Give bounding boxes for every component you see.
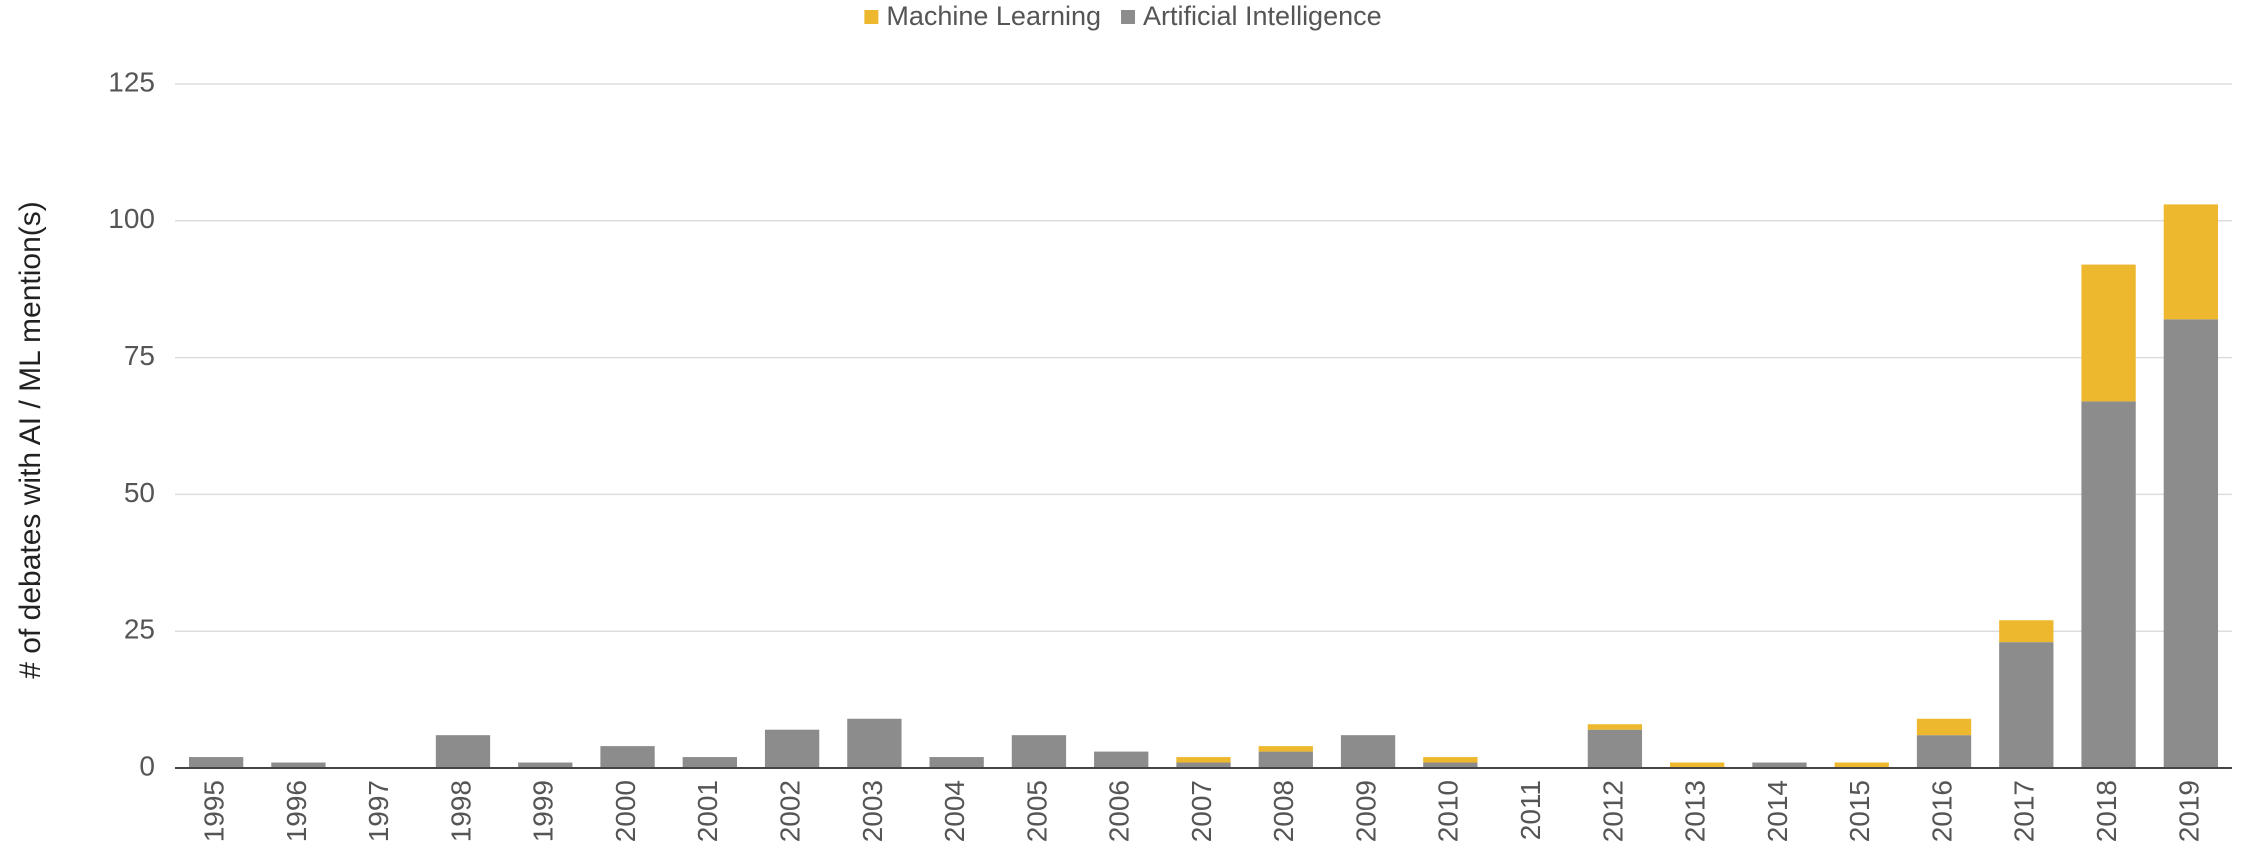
legend-label: Artificial Intelligence (1143, 1, 1382, 31)
y-tick-label: 50 (124, 477, 155, 508)
x-tick-label: 2005 (1021, 780, 1052, 842)
y-tick-label: 0 (139, 750, 155, 781)
x-tick-label: 2003 (857, 780, 888, 842)
legend-swatch (864, 10, 879, 24)
x-tick-label: 2009 (1350, 780, 1381, 842)
x-tick-label: 2011 (1515, 780, 1546, 840)
x-tick-label: 2012 (1597, 780, 1628, 842)
x-tick-label: 2001 (692, 780, 723, 842)
y-tick-label: 75 (124, 340, 155, 371)
x-tick-label: 2017 (2009, 780, 2040, 842)
x-tick-label: 2018 (2091, 780, 2122, 842)
bar-segment (2081, 264, 2136, 402)
y-tick-label: 100 (108, 203, 155, 234)
bar-segment (2081, 401, 2136, 768)
x-tick-label: 1998 (445, 780, 476, 842)
bar-segment (1094, 751, 1149, 768)
y-axis-title: # of debates with AI / ML mention(s) (14, 201, 47, 678)
bar-segment (1999, 620, 2054, 643)
bar-segment (1423, 757, 1478, 763)
legend-label: Machine Learning (886, 1, 1101, 31)
x-tick-label: 2019 (2173, 780, 2204, 842)
bar-segment (1670, 762, 1725, 768)
x-tick-label: 2007 (1186, 780, 1217, 842)
bar-segment (764, 729, 820, 768)
bar-segment (929, 757, 984, 768)
y-tick-label: 125 (108, 66, 155, 97)
bar-segment (1587, 724, 1643, 730)
x-tick-label: 1996 (281, 780, 312, 842)
bar-segment (1834, 762, 1889, 768)
x-tick-label: 1997 (363, 780, 394, 842)
bar-segment (1176, 762, 1231, 768)
x-tick-label: 1995 (199, 780, 230, 842)
bar-segment (1258, 746, 1313, 752)
x-tick-label: 2008 (1268, 780, 1299, 842)
x-tick-label: 2004 (939, 780, 970, 842)
bar-segment (1752, 762, 1807, 768)
bar-segment (847, 718, 902, 768)
x-tick-label: 2010 (1433, 780, 1464, 842)
x-tick-label: 2000 (610, 780, 641, 842)
x-tick-label: 2016 (1926, 780, 1957, 842)
x-tick-label: 2002 (774, 780, 805, 842)
bar-segment (518, 762, 573, 768)
bar-segment (2163, 204, 2219, 320)
x-tick-label: 2013 (1680, 780, 1711, 842)
bar-segment (188, 757, 244, 768)
bar-segment (1340, 735, 1396, 768)
bar-segment (271, 762, 326, 768)
bar-segment (1176, 757, 1231, 763)
bar-segment (1916, 735, 1972, 768)
bar-segment (1423, 762, 1478, 768)
y-tick-label: 25 (124, 614, 155, 645)
x-tick-label: 2006 (1104, 780, 1135, 842)
bar-segment (1258, 751, 1313, 768)
x-tick-label: 2014 (1762, 780, 1793, 842)
bar-segment (682, 757, 737, 768)
bar-segment (1916, 718, 1972, 736)
legend-swatch (1121, 10, 1136, 24)
x-tick-label: 2015 (1844, 780, 1875, 842)
bar-segment (1999, 642, 2054, 768)
bar-segment (1011, 735, 1067, 768)
x-tick-label: 1999 (528, 780, 559, 842)
bar-segment (2163, 319, 2219, 768)
bar-segment (1587, 729, 1643, 768)
bar-segment (600, 746, 655, 768)
bar-segment (435, 735, 491, 768)
